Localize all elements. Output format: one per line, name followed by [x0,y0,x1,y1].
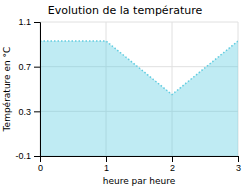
tick-label: -0.1 [15,151,31,161]
plot-area: 0 1 2 3 -0.1 0.3 0.7 1.1 [15,17,241,173]
marks [40,41,238,156]
tick: -0.1 [15,151,40,161]
tick-label: 0.7 [18,62,31,72]
tick-mark [34,22,40,23]
tick-mark [172,156,173,162]
tick-label: 0 [38,163,43,173]
tick: 2 [170,156,175,173]
grid [40,22,238,156]
tick: 0 [38,156,43,173]
x-axis-title: heure par heure [103,176,176,186]
tick-mark [238,156,239,162]
axis-line [41,157,239,163]
tick-mark [34,67,40,68]
tick-label: 2 [170,163,175,173]
line [40,41,238,95]
tick-mark [106,156,107,162]
y-axis-title: Température en °C [2,47,12,133]
area [40,41,238,156]
grid-line-y [40,22,238,23]
tick: 0.3 [18,107,40,117]
tick-label: 3 [236,163,241,173]
chart: 0 1 2 3 -0.1 0.3 0.7 1.1 Evolution de la tempéra… [0,0,250,188]
tick: 0.7 [18,62,40,72]
tick-label: 1 [104,163,109,173]
tick: 3 [236,156,241,173]
title: Evolution de la température [48,4,203,17]
tick-mark [34,156,40,157]
y-axis: -0.1 0.3 0.7 1.1 [15,17,40,161]
tick-label: 1.1 [18,17,31,27]
tick-label: 0.3 [18,107,31,117]
tick: 1.1 [18,17,40,27]
x-axis: 0 1 2 3 [38,156,241,173]
tick-mark [34,111,40,112]
tick: 1 [104,156,109,173]
axis-line [34,23,41,157]
